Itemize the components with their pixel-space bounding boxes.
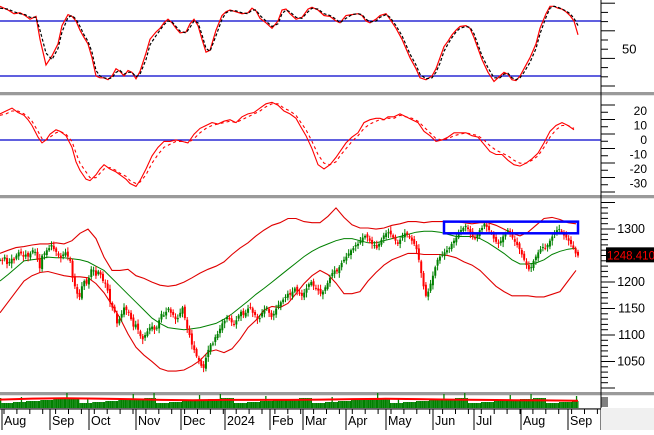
last-price-marker [606, 247, 654, 263]
date-label: Aug [4, 414, 26, 428]
macd-label: -10 [630, 148, 648, 162]
macd-label: -30 [630, 177, 648, 191]
date-label: Sep [52, 414, 74, 428]
macd-label: 20 [634, 104, 648, 118]
date-label: Jun [435, 414, 455, 428]
date-label: Nov [138, 414, 161, 428]
date-label: Jul [476, 414, 492, 428]
date-label: Mar [305, 414, 327, 428]
date-label: Dec [183, 414, 205, 428]
last-price-value: 1248.410 [607, 250, 654, 262]
bollinger-lower-band [0, 252, 577, 372]
date-label: 2024 [227, 414, 255, 428]
price-label: 1050 [617, 355, 645, 369]
date-axis[interactable]: Aug Sep Oct Nov Dec 2024 Feb Mar Apr May Jun Jul Aug… [0, 408, 601, 430]
value-axis [600, 0, 615, 430]
date-label: Feb [272, 414, 294, 428]
axis-corner [601, 408, 654, 430]
macd-macd-line [0, 101, 575, 188]
price-label: 1300 [617, 222, 645, 236]
date-label: Oct [91, 414, 111, 428]
stochastic-panel[interactable] [0, 5, 601, 83]
volume-panel[interactable] [0, 393, 579, 408]
macd-label: -20 [630, 162, 648, 176]
date-label: Aug [523, 414, 545, 428]
macd-label: 10 [634, 119, 648, 133]
price-label: 1100 [618, 328, 645, 342]
macd-panel[interactable] [0, 101, 601, 188]
stochastic-label-50: 50 [622, 42, 636, 57]
date-label: May [388, 414, 412, 428]
resistance-highlight-box[interactable] [442, 220, 580, 235]
price-label: 1200 [617, 275, 645, 289]
macd-label: 0 [640, 133, 647, 147]
date-label: Sep [570, 414, 592, 428]
volume-moving-average [0, 397, 579, 402]
macd-signal-line [0, 103, 575, 185]
stochastic-d-line [0, 5, 579, 81]
stochastic-k-line [0, 5, 579, 83]
candlesticks [0, 220, 579, 373]
date-label: Apr [348, 414, 367, 428]
price-panel[interactable] [0, 207, 580, 373]
price-label: 1150 [618, 302, 645, 316]
